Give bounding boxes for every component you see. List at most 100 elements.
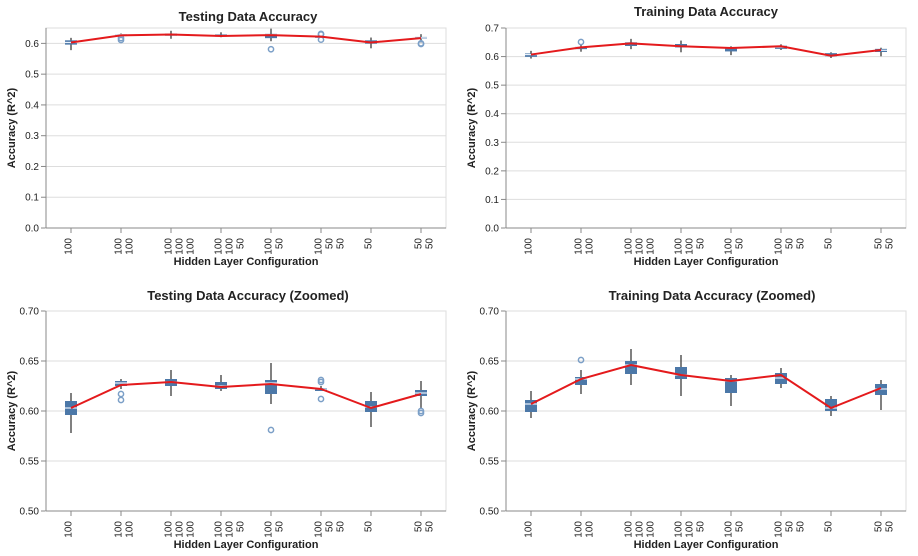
box-1 xyxy=(65,37,77,51)
box-body xyxy=(575,377,587,385)
y-tick-label: 0.60 xyxy=(20,407,40,418)
box-body xyxy=(675,367,687,379)
x-tick-label: 100 xyxy=(164,238,175,255)
box-body xyxy=(265,380,277,394)
x-tick-label: 100 xyxy=(214,521,225,538)
plot-frame xyxy=(505,27,907,229)
x-tick-label: 50 xyxy=(696,521,707,533)
x-tick-label: 50 xyxy=(364,521,375,533)
trend-line xyxy=(530,42,882,57)
x-tick-label: 100 xyxy=(164,521,175,538)
x-tick-label: 100 xyxy=(674,238,685,255)
x-tick-label: 50 xyxy=(785,238,796,250)
outlier-point xyxy=(577,38,585,46)
x-tick-label: 50 xyxy=(796,238,807,250)
x-tick-label: 100 xyxy=(524,521,535,538)
chart-title: Training Data Accuracy xyxy=(634,4,779,19)
y-axis-title: Accuracy (R^2) xyxy=(466,370,478,451)
box-5 xyxy=(265,363,277,434)
x-tick-label: 100 xyxy=(685,521,696,538)
chart-panel-2: Training Data Accuracy 0.0 0.1 0.2 0.3 0.4 0.5… xyxy=(466,4,907,268)
y-tick-label: 0.5 xyxy=(485,81,499,92)
box-body xyxy=(725,378,737,393)
y-tick-label: 0.4 xyxy=(485,109,499,120)
y-tick-label: 0.1 xyxy=(25,193,39,204)
y-tick-label: 0.1 xyxy=(485,195,499,206)
x-tick-label: 100 xyxy=(225,521,236,538)
x-tick-label: 100 xyxy=(314,238,325,255)
x-axis-title: Hidden Layer Configuration xyxy=(174,539,319,551)
y-axis-title: Accuracy (R^2) xyxy=(466,87,478,168)
box-1 xyxy=(525,391,537,418)
outlier-point xyxy=(417,407,425,415)
plot-frame xyxy=(45,27,447,229)
x-tick-label: 100 xyxy=(685,238,696,255)
y-tick-label: 0.65 xyxy=(20,357,40,368)
trend-line xyxy=(530,363,882,410)
x-tick-label: 100 xyxy=(646,238,657,255)
box-8 xyxy=(415,34,427,48)
x-tick-label: 50 xyxy=(236,521,247,533)
x-tick-label: 50 xyxy=(885,521,896,533)
x-tick-label: 50 xyxy=(414,238,425,250)
x-tick-label: 100 xyxy=(214,238,225,255)
box-body xyxy=(725,47,737,52)
x-tick-label: 50 xyxy=(336,238,347,250)
x-tick-label: 50 xyxy=(696,238,707,250)
x-tick-label: 100 xyxy=(114,521,125,538)
chart-title: Training Data Accuracy (Zoomed) xyxy=(609,288,816,303)
outlier-point xyxy=(317,36,325,44)
x-tick-label: 50 xyxy=(735,521,746,533)
x-tick-label: 50 xyxy=(735,238,746,250)
x-tick-label: 50 xyxy=(325,238,336,250)
y-tick-label: 0.3 xyxy=(485,138,499,149)
y-tick-label: 0.55 xyxy=(20,457,40,468)
y-tick-label: 0.50 xyxy=(480,507,500,518)
x-tick-label: 100 xyxy=(524,238,535,255)
x-tick-label: 100 xyxy=(635,238,646,255)
trend-line xyxy=(70,33,422,44)
x-axis-title: Hidden Layer Configuration xyxy=(634,256,779,268)
x-tick-label: 100 xyxy=(175,521,186,538)
x-tick-label: 100 xyxy=(186,521,197,538)
x-tick-label: 50 xyxy=(275,521,286,533)
x-tick-label: 100 xyxy=(774,521,785,538)
chart-panel-1: Testing Data Accuracy 0.0 0.1 0.2 0.3 0.4 0.5 0… xyxy=(6,9,447,268)
y-tick-label: 0.0 xyxy=(25,224,39,235)
x-tick-label: 100 xyxy=(264,238,275,255)
box-4 xyxy=(215,375,227,391)
x-tick-label: 100 xyxy=(125,238,136,255)
y-tick-label: 0.3 xyxy=(25,131,39,142)
x-tick-label: 100 xyxy=(724,521,735,538)
box-1 xyxy=(65,393,77,433)
box-2 xyxy=(115,379,127,404)
x-tick-label: 100 xyxy=(624,238,635,255)
y-tick-label: 0.7 xyxy=(485,24,499,35)
x-tick-label: 50 xyxy=(236,238,247,250)
x-tick-label: 50 xyxy=(824,238,835,250)
x-tick-label: 100 xyxy=(585,521,596,538)
chart-title: Testing Data Accuracy xyxy=(179,9,318,24)
x-tick-label: 50 xyxy=(824,521,835,533)
box-8 xyxy=(415,381,427,417)
x-tick-label: 100 xyxy=(175,238,186,255)
x-tick-label: 100 xyxy=(574,521,585,538)
chart-panel-3: Testing Data Accuracy (Zoomed) 0.50 0.55 0.… xyxy=(6,288,447,551)
box-8 xyxy=(875,47,887,57)
trend-line xyxy=(70,380,422,410)
box-2 xyxy=(575,38,587,52)
x-tick-label: 100 xyxy=(724,238,735,255)
x-tick-label: 50 xyxy=(325,521,336,533)
x-tick-label: 100 xyxy=(774,238,785,255)
outlier-point xyxy=(117,390,125,398)
x-tick-label: 100 xyxy=(314,521,325,538)
x-tick-label: 100 xyxy=(585,238,596,255)
x-tick-label: 50 xyxy=(275,238,286,250)
x-axis-title: Hidden Layer Configuration xyxy=(634,539,779,551)
y-axis-title: Accuracy (R^2) xyxy=(6,87,18,168)
x-tick-label: 100 xyxy=(646,521,657,538)
outlier-point xyxy=(577,356,585,364)
x-tick-label: 50 xyxy=(796,521,807,533)
x-tick-label: 50 xyxy=(874,521,885,533)
